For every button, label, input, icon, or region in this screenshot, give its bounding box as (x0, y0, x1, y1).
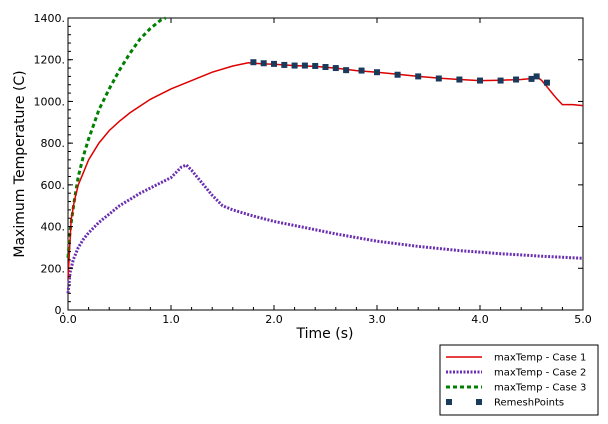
x-tick-label: 2.0 (265, 313, 283, 326)
remesh-point (291, 62, 298, 69)
y-tick-label: 1400. (34, 12, 66, 25)
remesh-point (543, 79, 550, 86)
remesh-point (528, 75, 535, 82)
remesh-point (358, 67, 365, 74)
remesh-point (301, 62, 308, 69)
x-tick-label: 1.0 (162, 313, 180, 326)
remesh-point (271, 60, 277, 67)
tick-layer: 0.0 1.0 2.0 3.0 4.0 5.0 0. 200. 400. 600. 800. 1000… (34, 12, 592, 326)
remesh-point (250, 59, 257, 66)
y-tick-label: 600. (41, 179, 66, 192)
remesh-point (394, 71, 401, 78)
legend-marker (476, 399, 482, 405)
y-tick-label: 200. (41, 262, 66, 275)
remesh-point (435, 75, 442, 82)
remesh-point (497, 77, 504, 84)
remesh-point (415, 73, 422, 80)
series-layer (66, 16, 584, 294)
legend-label: maxTemp - Case 3 (494, 383, 586, 394)
remesh-point (533, 73, 540, 80)
remesh-points (250, 59, 550, 86)
y-axis-title: Maximum Temperature (C) (12, 70, 28, 257)
y-tick-label: 1200. (34, 54, 66, 67)
remesh-point (343, 67, 350, 74)
x-tick-label: 5.0 (574, 313, 592, 326)
y-tick-label: 800. (41, 137, 66, 150)
legend-marker (446, 399, 452, 405)
remesh-point (332, 65, 339, 72)
legend-label: maxTemp - Case 2 (494, 368, 586, 379)
y-tick-label: 0. (55, 304, 66, 317)
x-tick-label: 4.0 (471, 313, 489, 326)
remesh-point (456, 76, 463, 83)
remesh-point (374, 69, 380, 76)
remesh-point (322, 64, 329, 71)
legend-label: RemeshPoints (494, 398, 564, 409)
x-tick-label: 3.0 (368, 313, 386, 326)
y-tick-label: 400. (41, 221, 66, 234)
x-axis-title: Time (s) (296, 326, 354, 342)
remesh-point (312, 62, 319, 69)
remesh-point (477, 77, 483, 84)
remesh-point (260, 60, 267, 67)
series-line (66, 163, 584, 294)
legend-label: maxTemp - Case 1 (494, 353, 586, 364)
remesh-point (513, 76, 520, 83)
legend-items: maxTemp - Case 1 maxTemp - Case 2 maxTemp … (446, 353, 586, 409)
legend: maxTemp - Case 1 maxTemp - Case 2 maxTemp … (439, 344, 599, 416)
x-tick-label: 0.0 (59, 313, 77, 326)
plot-frame (67, 17, 584, 311)
y-tick-label: 1000. (34, 95, 66, 108)
remesh-point (281, 61, 288, 68)
